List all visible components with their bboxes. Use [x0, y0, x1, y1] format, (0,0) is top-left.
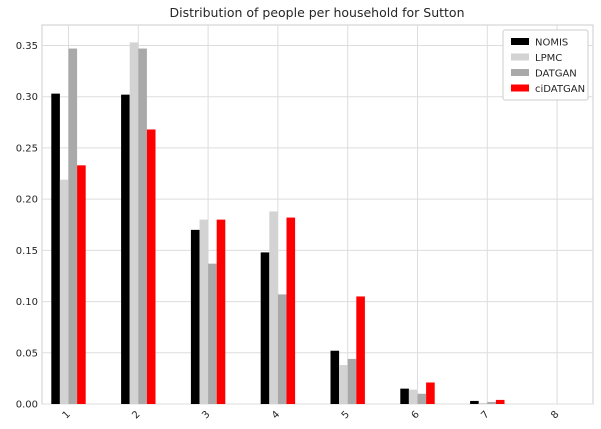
bar-datgan-6 [417, 393, 427, 404]
y-axis: 0.00 0.05 0.10 0.15 0.20 0.25 0.30 0.35 [16, 41, 38, 411]
bar-nomis-5 [330, 350, 340, 404]
legend-label-datgan: DATGAN [535, 69, 577, 80]
y-tick-label: 0.20 [16, 195, 38, 206]
bar-datgan-5 [347, 358, 357, 404]
bar-lpmc-6 [408, 389, 418, 404]
legend-label-nomis: NOMIS [535, 38, 568, 49]
legend-label-cidatgan: ciDATGAN [535, 84, 585, 95]
bar-lpmc-4 [269, 211, 278, 404]
bar-datgan-1 [68, 48, 78, 405]
bar-cidatgan-4 [286, 217, 296, 404]
bar-nomis-3 [190, 229, 200, 404]
bar-nomis-4 [260, 252, 270, 404]
y-tick-label: 0.25 [16, 143, 38, 154]
bar-nomis-1 [51, 93, 60, 404]
x-axis: 1 2 3 4 5 6 7 8 [61, 409, 562, 421]
bars [51, 42, 505, 405]
legend: NOMIS LPMC DATGAN ciDATGAN [502, 29, 589, 101]
legend-swatch-lpmc [511, 53, 529, 61]
x-tick-label: 8 [549, 409, 561, 421]
bar-nomis-2 [121, 94, 130, 404]
x-tick-label: 6 [410, 409, 422, 421]
y-tick-label: 0.15 [16, 246, 38, 257]
bar-lpmc-2 [129, 42, 139, 404]
bar-lpmc-1 [59, 179, 69, 404]
bar-nomis-7 [470, 400, 479, 404]
bar-datgan-7 [487, 401, 496, 404]
x-tick-label: 4 [270, 409, 282, 421]
x-tick-label: 5 [340, 409, 352, 421]
y-tick-label: 0.35 [16, 41, 38, 52]
bar-lpmc-7 [478, 402, 488, 404]
bar-cidatgan-1 [77, 165, 86, 404]
y-tick-label: 0.10 [16, 297, 38, 308]
bar-cidatgan-7 [495, 399, 505, 404]
bar-cidatgan-5 [356, 296, 365, 404]
bar-lpmc-5 [339, 365, 348, 404]
x-tick-label: 2 [130, 409, 142, 421]
legend-label-lpmc: LPMC [535, 53, 562, 64]
bar-nomis-6 [400, 388, 409, 404]
bar-cidatgan-2 [146, 129, 156, 404]
x-tick-label: 7 [479, 409, 491, 421]
bar-cidatgan-6 [426, 382, 435, 404]
x-tick-label: 1 [61, 409, 73, 421]
y-tick-label: 0.30 [16, 92, 38, 103]
legend-swatch-datgan [511, 69, 529, 76]
legend-swatch-nomis [511, 38, 529, 45]
bar-datgan-4 [277, 294, 287, 404]
x-tick-label: 3 [200, 409, 212, 421]
y-tick-label: 0.05 [16, 348, 38, 359]
bar-datgan-2 [138, 48, 147, 405]
y-tick-label: 0.00 [16, 400, 38, 411]
bar-cidatgan-3 [216, 219, 226, 404]
chart-title: Distribution of people per household for… [169, 5, 464, 20]
legend-box [502, 29, 589, 101]
legend-swatch-cidatgan [511, 84, 529, 92]
bar-datgan-3 [208, 263, 217, 404]
bar-lpmc-3 [199, 219, 209, 404]
